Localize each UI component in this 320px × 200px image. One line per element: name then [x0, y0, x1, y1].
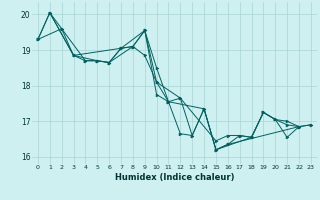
X-axis label: Humidex (Indice chaleur): Humidex (Indice chaleur)	[115, 173, 234, 182]
